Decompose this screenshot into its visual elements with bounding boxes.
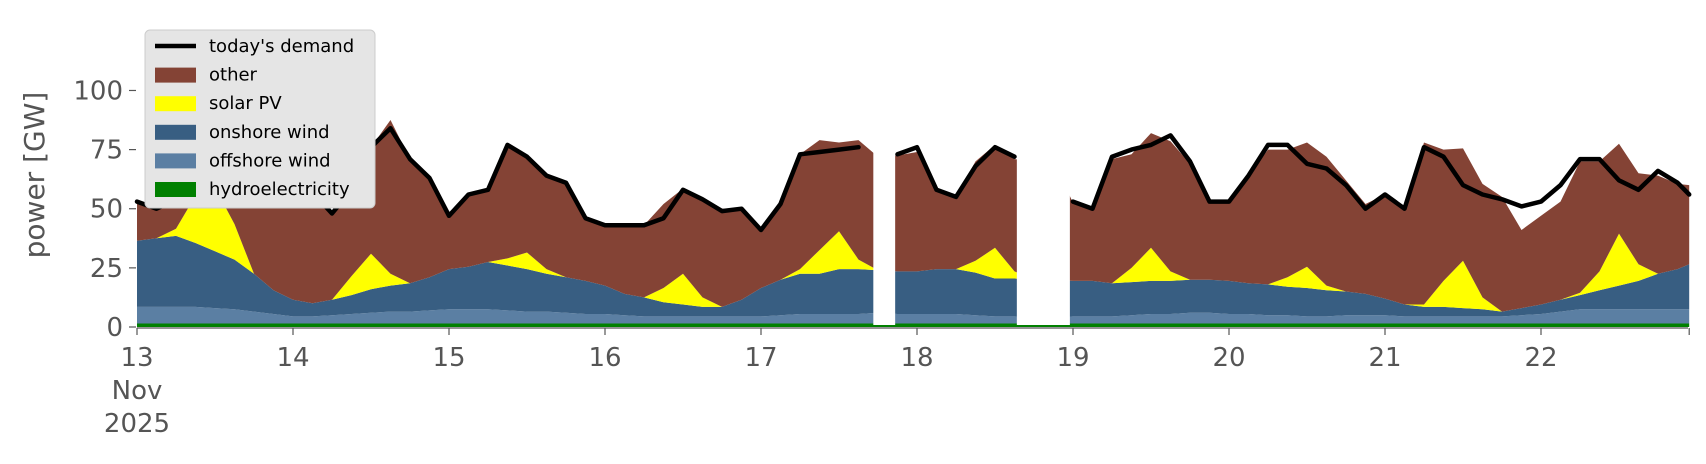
x-tick-label: 16 bbox=[588, 343, 621, 373]
x-tick-label: 14 bbox=[276, 343, 309, 373]
legend-item-other: other bbox=[155, 65, 258, 86]
legend-label: onshore wind bbox=[209, 122, 330, 143]
legend-frame bbox=[144, 29, 376, 209]
legend-item-solar-pv: solar PV bbox=[155, 93, 282, 114]
data-gap-1 bbox=[1016, 45, 1070, 325]
x-tick-label: 17 bbox=[744, 343, 777, 373]
areas-layer bbox=[137, 120, 1690, 327]
area-onshore-wind bbox=[137, 235, 1690, 318]
y-axis-label: power [GW] bbox=[18, 92, 51, 259]
x-tick-label: 15 bbox=[432, 343, 465, 373]
area-offshore-wind bbox=[137, 306, 1690, 324]
legend-item-onshore-wind: onshore wind bbox=[155, 122, 330, 143]
x-tick-label: 19 bbox=[1056, 343, 1089, 373]
area-other bbox=[137, 120, 1690, 312]
legend-item-today-s-demand: today's demand bbox=[155, 36, 354, 57]
legend-swatch bbox=[155, 153, 196, 169]
demand-line-segment-1 bbox=[895, 144, 1017, 200]
area-hydroelectricity bbox=[137, 323, 1690, 327]
legend-swatch bbox=[155, 182, 196, 197]
data-gaps bbox=[873, 45, 1070, 325]
data-gap-0 bbox=[873, 45, 896, 325]
y-tick-label: 50 bbox=[90, 195, 123, 225]
area-solar-pv bbox=[137, 187, 1690, 312]
legend: today's demand other solar PV onshore wind o… bbox=[144, 29, 376, 209]
y-tick-label: 25 bbox=[90, 254, 123, 284]
legend-swatch bbox=[155, 67, 196, 83]
x-tick-label: 21 bbox=[1368, 343, 1401, 373]
x-tick-label: 18 bbox=[900, 343, 933, 373]
y-tick-label: 75 bbox=[90, 136, 123, 166]
y-tick-label: 100 bbox=[73, 76, 123, 106]
legend-label: other bbox=[209, 65, 258, 86]
x-tick-label: 22 bbox=[1524, 343, 1557, 373]
legend-label: solar PV bbox=[209, 93, 282, 114]
legend-label: offshore wind bbox=[209, 150, 331, 171]
legend-label: today's demand bbox=[209, 36, 354, 57]
y-axis-ticks: 0 25 50 75 100 bbox=[73, 76, 136, 343]
y-tick-label: 0 bbox=[106, 313, 123, 343]
legend-items: today's demand other solar PV onshore wind o… bbox=[155, 36, 354, 200]
legend-label: hydroelectricity bbox=[209, 179, 350, 200]
legend-swatch bbox=[155, 96, 196, 112]
demand-line-segment-2 bbox=[1070, 133, 1692, 211]
legend-swatch bbox=[155, 124, 196, 140]
legend-item-hydroelectricity: hydroelectricity bbox=[155, 179, 350, 200]
x-tick-label: 2025 bbox=[104, 409, 170, 439]
x-tick-label: 20 bbox=[1212, 343, 1245, 373]
legend-item-offshore-wind: offshore wind bbox=[155, 150, 331, 171]
x-tick-label: Nov bbox=[112, 376, 163, 406]
x-tick-label: 13 bbox=[120, 343, 153, 373]
